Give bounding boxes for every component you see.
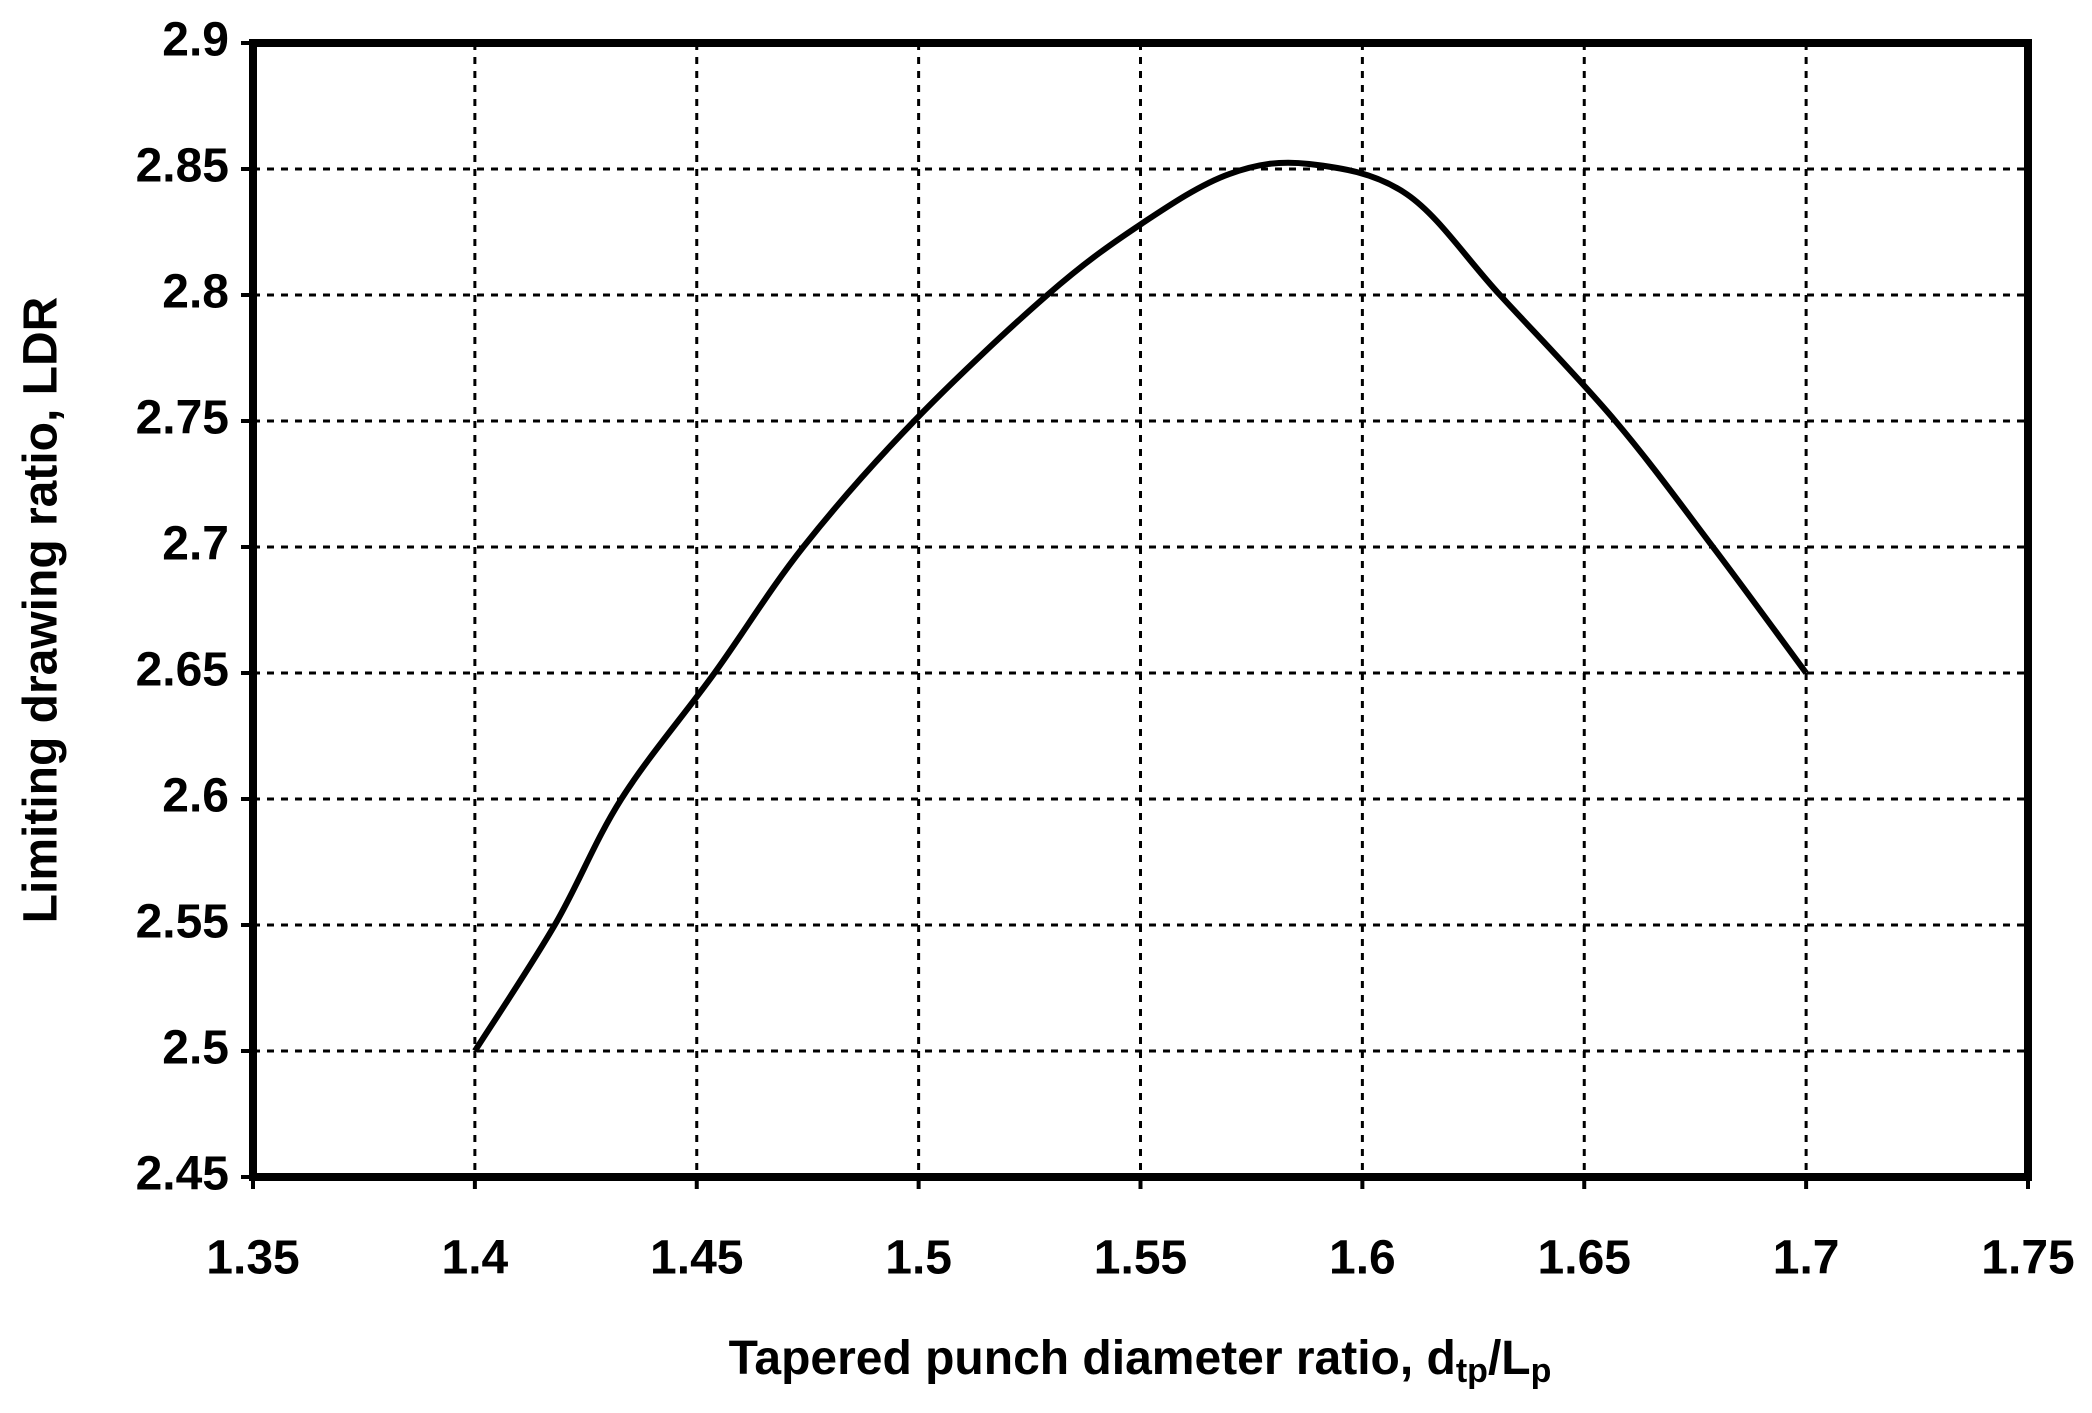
y-tick-label: 2.75: [136, 392, 229, 445]
y-tick-label: 2.6: [162, 770, 229, 823]
y-tick-label: 2.7: [162, 518, 229, 571]
x-label-mid: /L: [1488, 1332, 1531, 1385]
x-tick-label: 1.55: [1094, 1232, 1187, 1285]
y-tick-label: 2.9: [162, 14, 229, 67]
y-tick-label: 2.65: [136, 644, 229, 697]
plot-frame: [249, 39, 2032, 1181]
y-axis-label: Limiting drawing ratio, LDR: [15, 297, 68, 924]
x-tick-label: 1.45: [650, 1232, 743, 1285]
x-label-main: Tapered punch diameter ratio, d: [729, 1332, 1456, 1385]
x-tick-label: 1.35: [206, 1232, 299, 1285]
y-tick-label: 2.85: [136, 140, 229, 193]
y-tick-label: 2.8: [162, 266, 229, 319]
data-line: [472, 159, 1809, 1053]
x-tick-label: 1.65: [1538, 1232, 1631, 1285]
x-label-sub: p: [1531, 1352, 1552, 1390]
x-tick-label: 1.4: [442, 1232, 509, 1285]
x-tick-label: 1.7: [1773, 1232, 1840, 1285]
x-tick-label: 1.5: [885, 1232, 952, 1285]
y-tick-label: 2.5: [162, 1022, 229, 1075]
x-axis-label: Tapered punch diameter ratio, dtp/Lp: [729, 1332, 1552, 1390]
x-tick-label: 1.6: [1329, 1232, 1396, 1285]
y-tick-label: 2.55: [136, 896, 229, 949]
y-tick-label: 2.45: [136, 1148, 229, 1201]
x-label-sub: tp: [1456, 1352, 1488, 1390]
x-tick-label: 1.75: [1981, 1232, 2074, 1285]
